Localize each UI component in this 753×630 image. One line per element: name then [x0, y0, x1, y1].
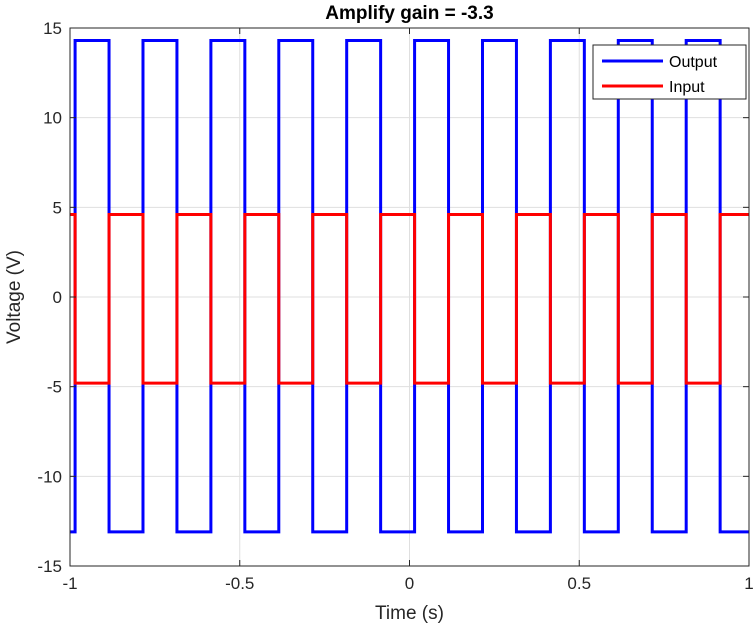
y-tick-label-2: -5 — [47, 378, 62, 397]
axis-ticks: -1 -0.5 0 0.5 1 -15 -10 -5 0 5 10 15 — [37, 19, 753, 593]
y-tick-label-1: -10 — [37, 467, 62, 486]
y-tick-label-6: 15 — [43, 19, 62, 38]
series-line-input — [70, 213, 749, 385]
series-lines — [70, 39, 749, 534]
x-tick-label-0: -1 — [62, 574, 77, 593]
y-tick-label-5: 10 — [43, 109, 62, 128]
x-tick-label-1: -0.5 — [225, 574, 254, 593]
chart-title: Amplify gain = -3.3 — [325, 3, 493, 24]
x-tick-label-4: 1 — [744, 574, 753, 593]
y-tick-label-3: 0 — [53, 288, 62, 307]
legend-output-label: Output — [669, 54, 718, 71]
series-line-output — [70, 39, 749, 534]
y-tick-label-0: -15 — [37, 557, 62, 576]
x-axis-label: Time (s) — [375, 603, 444, 624]
legend-input-label: Input — [669, 79, 705, 96]
legend: Output Input — [592, 44, 747, 100]
y-tick-label-4: 5 — [53, 198, 62, 217]
x-tick-label-3: 0.5 — [567, 574, 591, 593]
y-axis-label: Voltage (V) — [4, 250, 25, 344]
x-tick-label-2: 0 — [405, 574, 414, 593]
legend-box — [592, 44, 747, 100]
